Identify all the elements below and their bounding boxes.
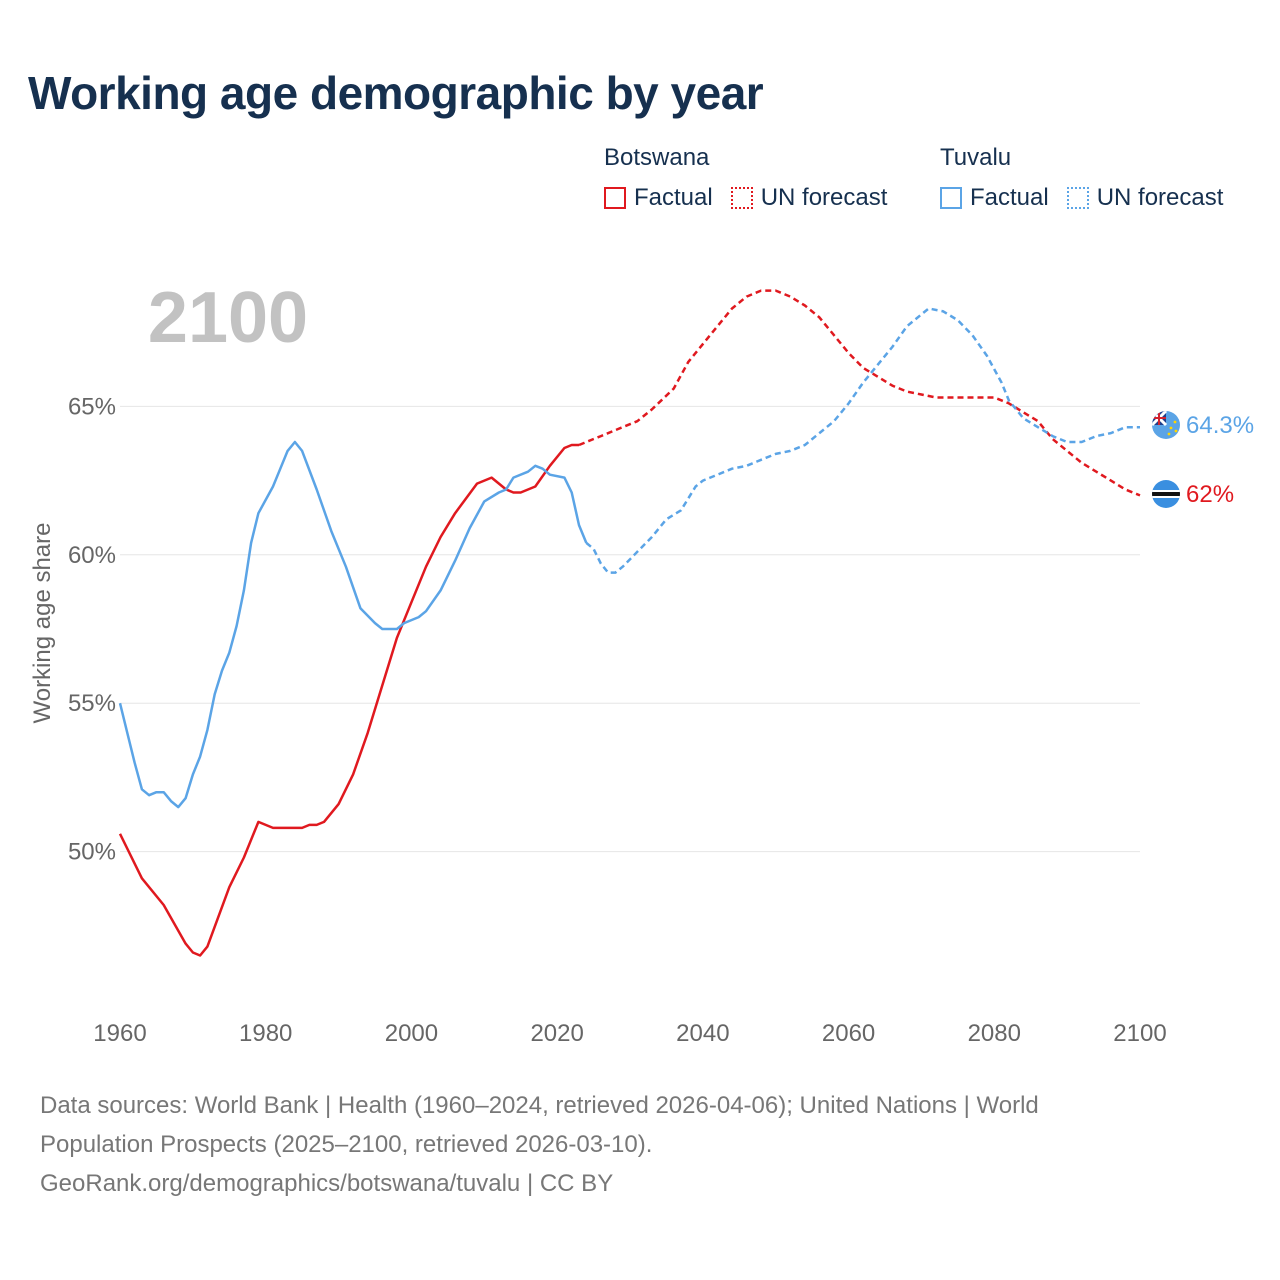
legend-label: UN forecast [760, 184, 888, 211]
legend-swatch-dotted [1066, 187, 1089, 209]
x-tick-label: 1980 [239, 1020, 292, 1047]
y-axis-ticks: 50% 55% 60% 65% [68, 393, 116, 865]
legend-label: UN forecast [1096, 184, 1224, 211]
tuvalu-factual-line [118, 440, 588, 809]
botswana-forecast-line [578, 289, 1141, 497]
tuvalu-forecast-line [585, 307, 1140, 574]
x-tick-label: 2020 [530, 1020, 583, 1047]
legend-swatch-solid [940, 187, 962, 209]
legend-item-tuvalu-forecast[interactable]: UN forecast [1066, 184, 1224, 212]
legend-group-tuvalu: Tuvalu Factual UN forecast [940, 144, 1223, 212]
x-tick-label: 1960 [93, 1020, 146, 1047]
legend-swatch-solid [604, 187, 626, 209]
gridlines [120, 405, 1140, 853]
y-tick-label: 50% [68, 839, 116, 866]
footer-line-1: Data sources: World Bank | Health (1960–… [40, 1092, 1039, 1119]
x-axis-ticks: 1960 1980 2000 2020 2040 2060 2080 2100 [93, 1020, 1166, 1047]
tuvalu-flag-icon [1152, 411, 1180, 439]
legend-group-botswana: Botswana Factual UN forecast [604, 144, 887, 212]
y-tick-label: 60% [68, 542, 116, 569]
y-tick-label: 65% [68, 393, 116, 420]
x-tick-label: 2000 [385, 1020, 438, 1047]
x-tick-label: 2100 [1113, 1020, 1166, 1047]
x-tick-label: 2060 [822, 1020, 875, 1047]
legend-label: Factual [970, 184, 1049, 211]
botswana-end-label: 62% [1186, 481, 1234, 508]
x-tick-label: 2040 [676, 1020, 729, 1047]
legend-item-botswana-factual[interactable]: Factual [604, 184, 713, 212]
y-tick-label: 55% [68, 690, 116, 717]
year-watermark: 2100 [148, 278, 308, 358]
footer-sources: Data sources: World Bank | Health (1960–… [40, 1086, 1240, 1203]
tuvalu-end-label: 64.3% [1186, 412, 1254, 439]
x-tick-label: 2080 [968, 1020, 1021, 1047]
legend-item-tuvalu-factual[interactable]: Factual [940, 184, 1049, 212]
chart-title: Working age demographic by year [28, 67, 764, 119]
footer-line-2: Population Prospects (2025–2100, retriev… [40, 1131, 653, 1158]
legend-label: Factual [634, 184, 713, 211]
series-lines [118, 289, 1141, 957]
legend-item-botswana-forecast[interactable]: UN forecast [730, 184, 888, 212]
legend-group-name: Tuvalu [940, 144, 1012, 171]
botswana-flag-icon [1152, 480, 1180, 508]
y-axis-label: Working age share [29, 523, 56, 724]
legend-group-name: Botswana [604, 144, 710, 171]
footer-line-3: GeoRank.org/demographics/botswana/tuvalu… [40, 1170, 614, 1197]
legend-swatch-dotted [730, 187, 753, 209]
botswana-factual-line [118, 443, 579, 957]
line-chart: 2100 50% 55% 60% 65% 1960 1980 2000 2020 2040 20… [29, 278, 1254, 1047]
